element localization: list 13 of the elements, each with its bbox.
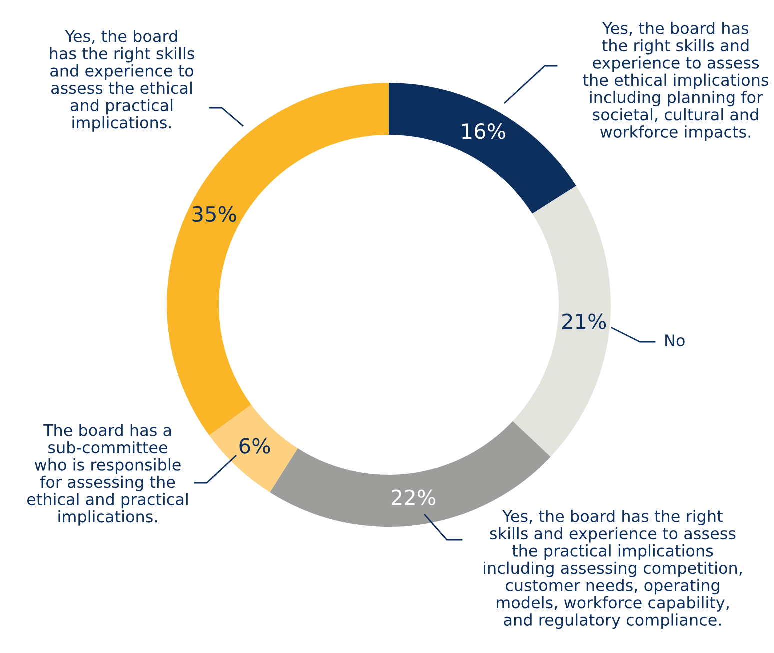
donut-slice	[512, 186, 611, 457]
slice-label: Yes, the board has the right skills and experience to assess the ethical and practical implications.	[50, 30, 194, 132]
data-label: 6%	[240, 438, 270, 454]
slice-label: Yes, the board has the right skills and experience to assess the practical implications including assessing competition, customer needs, operating models, workforce capability, and regulatory compliance.	[484, 510, 742, 630]
data-label: 16%	[462, 124, 506, 140]
slice-label: No	[666, 334, 685, 347]
data-label: 35%	[192, 206, 236, 222]
data-label: 21%	[562, 314, 606, 330]
slice-label: Yes, the board has the right skills and experience to assess the ethical implications including planning for societal, cultural and workforce impacts.	[583, 22, 768, 142]
data-label: 22%	[392, 490, 436, 506]
slice-label: The board has a sub-committee who is responsible for assessing the ethical and practical implications.	[27, 424, 188, 526]
donut-slice	[209, 404, 298, 492]
donut-slice	[389, 83, 576, 214]
